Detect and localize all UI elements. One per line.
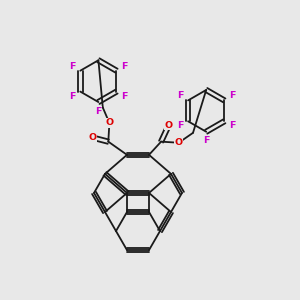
Text: F: F (177, 121, 184, 130)
Text: F: F (121, 62, 128, 71)
Text: F: F (203, 136, 209, 145)
Text: F: F (95, 106, 102, 116)
Text: O: O (165, 121, 173, 130)
Text: O: O (105, 118, 113, 127)
Text: F: F (121, 92, 128, 100)
Text: F: F (69, 92, 76, 100)
Text: F: F (229, 121, 235, 130)
Text: F: F (177, 92, 184, 100)
Text: O: O (89, 133, 97, 142)
Text: F: F (229, 92, 235, 100)
Text: F: F (69, 62, 76, 71)
Text: O: O (175, 138, 183, 147)
